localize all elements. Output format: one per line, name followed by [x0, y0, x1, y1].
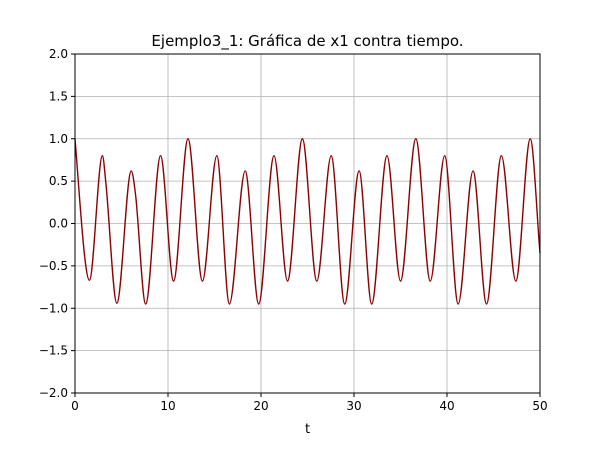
x-axis-ticks: 0 10 20 30 40 50 [71, 393, 548, 413]
y-tick-label: 0.5 [49, 174, 68, 188]
grid [74, 53, 541, 394]
y-tick-label: −0.5 [39, 259, 68, 273]
y-tick-label: −1.0 [39, 301, 68, 315]
y-tick-label: −1.5 [39, 344, 68, 358]
y-tick-label: 2.0 [49, 47, 68, 61]
x1-series-line [74, 138, 541, 305]
chart-title: Ejemplo3_1: Gráfica de x1 contra tiempo. [151, 32, 463, 51]
x-axis-label: t [305, 422, 310, 437]
x-tick-label: 50 [532, 399, 547, 413]
x-tick-label: 10 [160, 399, 175, 413]
x-tick-label: 20 [253, 399, 268, 413]
x-tick-label: 0 [71, 399, 79, 413]
y-tick-label: 1.5 [49, 89, 68, 103]
y-tick-label: −2.0 [39, 386, 68, 400]
x-tick-label: 30 [346, 399, 361, 413]
y-tick-label: 1.0 [49, 132, 68, 146]
y-axis-ticks: 2.0 1.5 1.0 0.5 0.0 −0.5 −1.0 −1.5 −2.0 [39, 47, 75, 400]
series-layer [74, 138, 541, 305]
y-tick-label: 0.0 [49, 217, 68, 231]
x-tick-label: 40 [439, 399, 454, 413]
